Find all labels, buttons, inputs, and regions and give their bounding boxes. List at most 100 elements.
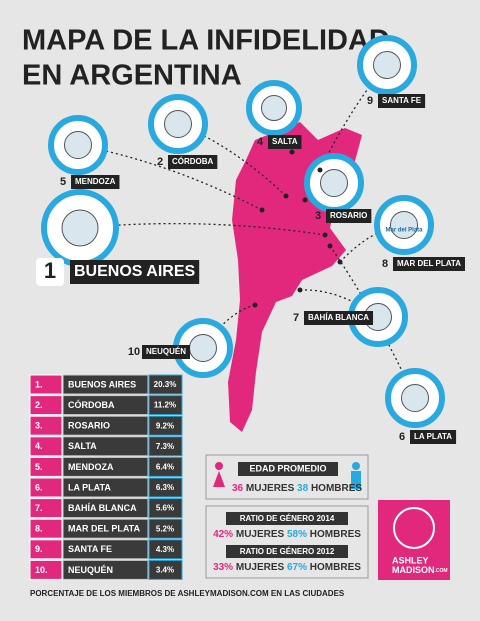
logo-icon bbox=[393, 507, 435, 549]
rank: 10 bbox=[128, 346, 140, 358]
logo-text: ASHLEY bbox=[392, 555, 429, 565]
rank: 3 bbox=[315, 210, 321, 222]
pct-text: 3.4% bbox=[156, 566, 174, 575]
pct-text: 7.3% bbox=[156, 442, 174, 451]
title-line: EN ARGENTINA bbox=[22, 60, 242, 92]
rank-cell bbox=[29, 518, 63, 539]
pct-cell bbox=[148, 539, 183, 560]
city-label-bg bbox=[70, 260, 200, 284]
rank-text: 3. bbox=[35, 421, 43, 431]
map-dot bbox=[297, 287, 303, 293]
city-text: CÓRDOBA bbox=[68, 399, 115, 410]
rank-cell bbox=[29, 498, 63, 519]
ratio-box bbox=[205, 505, 369, 579]
pct-text: 9.2% bbox=[156, 421, 174, 430]
rank: 7 bbox=[293, 312, 299, 324]
rank-cell bbox=[29, 477, 63, 498]
age-line: 36 MUJERES 38 HOMBRES bbox=[232, 483, 362, 494]
age-title: EDAD PROMEDIO bbox=[249, 463, 326, 473]
map-dot bbox=[259, 207, 265, 213]
ratio-women: 33% bbox=[213, 562, 233, 573]
city-text: SALTA bbox=[68, 441, 97, 451]
rank-cell bbox=[29, 436, 63, 457]
city-text: LA PLATA bbox=[68, 482, 111, 492]
rank: 4 bbox=[257, 136, 264, 148]
pct-text: 4.3% bbox=[156, 545, 174, 554]
age-title-bg bbox=[238, 462, 338, 476]
footnote: PORCENTAJE DE LOS MIEMBROS DE ASHLEYMADI… bbox=[30, 589, 345, 598]
city-crest bbox=[189, 334, 217, 362]
badge-text: Mar del Plata bbox=[385, 228, 423, 234]
city-crest bbox=[261, 95, 287, 121]
map-dot bbox=[322, 232, 328, 238]
city-text: SANTA FE bbox=[68, 544, 112, 554]
pct-cell bbox=[148, 436, 183, 457]
city-cell bbox=[62, 395, 149, 416]
rank-text: 1. bbox=[35, 379, 43, 389]
city-label-bg bbox=[326, 209, 372, 223]
pct-text: 20.3% bbox=[154, 380, 177, 389]
city-crest bbox=[373, 51, 401, 79]
city-crest bbox=[61, 209, 99, 247]
rank-cell bbox=[29, 559, 63, 580]
rank: 9 bbox=[367, 95, 373, 107]
female-icon bbox=[213, 471, 225, 487]
logo-text: MADISON.COM bbox=[392, 565, 448, 575]
rank-cell bbox=[29, 456, 63, 477]
city-cell bbox=[62, 415, 149, 436]
pct-cell bbox=[148, 456, 183, 477]
city-label: SANTA FE bbox=[382, 96, 422, 105]
ratio-line: 42% MUJERES 58% HOMBRES bbox=[213, 529, 361, 540]
city-crest bbox=[64, 131, 92, 159]
women-label: MUJERES bbox=[246, 483, 295, 494]
ratio-men: 67% bbox=[287, 562, 307, 573]
pct-cell bbox=[148, 415, 183, 436]
city-cell bbox=[62, 559, 149, 580]
rank-cell bbox=[29, 395, 63, 416]
men-label: HOMBRES bbox=[311, 483, 362, 494]
map-dot bbox=[337, 259, 343, 265]
rank-text: 10. bbox=[35, 565, 48, 575]
rank-text: 5. bbox=[35, 462, 43, 472]
city-label: ROSARIO bbox=[330, 211, 367, 220]
rank-text: 8. bbox=[35, 524, 43, 534]
city-label: SALTA bbox=[272, 137, 298, 146]
ratio-women: 42% bbox=[213, 529, 233, 540]
ratio-title: RATIO DE GÉNERO 2014 bbox=[240, 514, 335, 523]
rank: 8 bbox=[382, 258, 388, 270]
city-crest bbox=[320, 169, 348, 197]
city-label: CÓRDOBA bbox=[172, 157, 214, 166]
connector bbox=[77, 144, 263, 211]
ratio-line: 33% MUJERES 67% HOMBRES bbox=[213, 562, 361, 573]
age-box bbox=[205, 454, 369, 500]
rank: 1 bbox=[44, 258, 56, 283]
city-text: NEUQUÉN bbox=[68, 565, 113, 575]
rank-text: 9. bbox=[35, 544, 43, 554]
rank: 6 bbox=[399, 431, 405, 443]
city-crest bbox=[164, 110, 192, 138]
city-label-bg bbox=[142, 345, 191, 359]
city-crest bbox=[390, 211, 418, 239]
city-text: BUENOS AIRES bbox=[68, 379, 136, 389]
city-label: BAHÍA BLANCA bbox=[308, 313, 369, 322]
rank-bg bbox=[36, 258, 64, 286]
city-text: BAHÍA BLANCA bbox=[68, 503, 137, 513]
ratio-men-label: HOMBRES bbox=[310, 529, 361, 540]
city-label-bg bbox=[378, 94, 426, 108]
connector bbox=[339, 224, 405, 263]
rank-text: 6. bbox=[35, 482, 43, 492]
map-dot bbox=[289, 149, 295, 155]
rank-cell bbox=[29, 539, 63, 560]
pct-text: 5.2% bbox=[156, 524, 174, 533]
city-cell bbox=[62, 498, 149, 519]
map-dot bbox=[327, 243, 333, 249]
city-label: NEUQUÉN bbox=[146, 347, 186, 356]
city-label-bg bbox=[410, 430, 457, 444]
city-cell bbox=[62, 374, 149, 395]
pct-cell bbox=[148, 518, 183, 539]
pct-cell bbox=[148, 395, 183, 416]
pct-text: 6.3% bbox=[156, 483, 174, 492]
ratio-title: RATIO DE GÉNERO 2012 bbox=[240, 547, 335, 556]
city-crest bbox=[401, 384, 429, 412]
